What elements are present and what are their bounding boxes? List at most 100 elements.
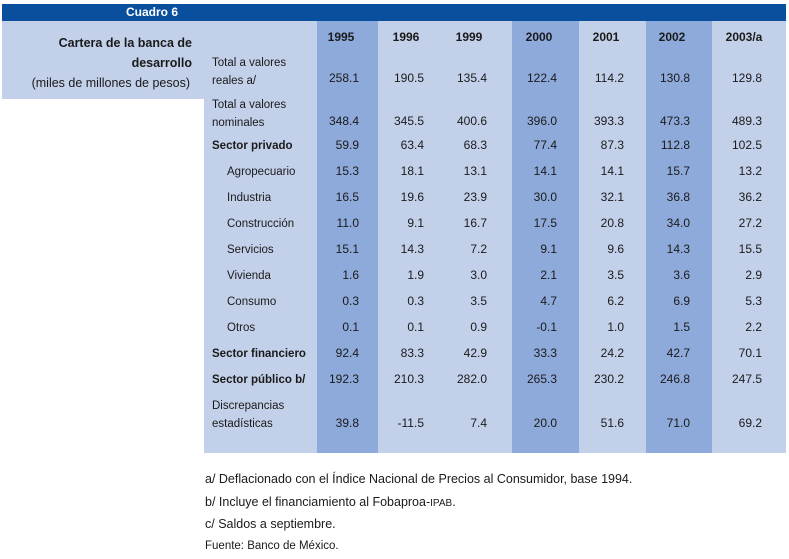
table-cell: 20.0 bbox=[533, 416, 557, 430]
table-cell: 247.5 bbox=[731, 372, 762, 386]
table-cell: 39.8 bbox=[335, 416, 359, 430]
table-cell: 0.3 bbox=[342, 294, 359, 308]
table-cell: 345.5 bbox=[393, 114, 424, 128]
table-cell: -11.5 bbox=[397, 416, 424, 430]
source-note: Fuente: Banco de México. bbox=[205, 540, 339, 552]
table-cell: 36.2 bbox=[738, 190, 762, 204]
table-cell: 129.8 bbox=[731, 71, 762, 85]
table-cell: 71.0 bbox=[666, 416, 690, 430]
table-cell: 51.6 bbox=[600, 416, 624, 430]
table-cell: 258.1 bbox=[328, 71, 359, 85]
column-header-year: 1995 bbox=[327, 30, 355, 44]
table-cell: 192.3 bbox=[328, 372, 359, 386]
row-label: Otros bbox=[227, 322, 256, 334]
table-title-box: Cartera de la banca de desarrollo (miles… bbox=[2, 21, 204, 99]
table-cell: 265.3 bbox=[526, 372, 557, 386]
table-cell: 393.3 bbox=[593, 114, 624, 128]
table-header-bar: Cuadro 6 bbox=[2, 4, 786, 21]
table-cell: 18.1 bbox=[400, 164, 424, 178]
table-cell: 489.3 bbox=[731, 114, 762, 128]
table-cell: 13.2 bbox=[738, 164, 762, 178]
table-cell: 23.9 bbox=[463, 190, 487, 204]
table-number: Cuadro 6 bbox=[126, 5, 179, 19]
table-cell: 36.8 bbox=[666, 190, 690, 204]
table-cell: 14.3 bbox=[400, 242, 424, 256]
column-header-year: 1999 bbox=[455, 30, 483, 44]
table-cell: 1.0 bbox=[607, 320, 624, 334]
row-label: Sector público b/ bbox=[212, 374, 306, 386]
table-cell: 42.7 bbox=[666, 346, 690, 360]
table-cell: 130.8 bbox=[659, 71, 690, 85]
table-cell: 16.5 bbox=[335, 190, 359, 204]
table-cell: 20.8 bbox=[600, 216, 624, 230]
row-label: Agropecuario bbox=[227, 166, 296, 178]
column-header-year: 2001 bbox=[592, 30, 620, 44]
table-cell: 87.3 bbox=[600, 138, 624, 152]
table-cell: 0.3 bbox=[407, 294, 424, 308]
table-cell: 190.5 bbox=[393, 71, 424, 85]
table-cell: 15.7 bbox=[666, 164, 690, 178]
table-cell: 63.4 bbox=[400, 138, 424, 152]
table-cell: 0.9 bbox=[470, 320, 487, 334]
table-cell: 16.7 bbox=[463, 216, 487, 230]
row-label: Construcción bbox=[227, 218, 295, 230]
table-cell: 11.0 bbox=[336, 216, 359, 230]
table-cell: 1.5 bbox=[673, 320, 690, 334]
column-header-year: 2003/a bbox=[725, 30, 763, 44]
column-header-year: 2002 bbox=[658, 30, 686, 44]
table-cell: 42.9 bbox=[463, 346, 487, 360]
table-cell: 34.0 bbox=[666, 216, 690, 230]
row-label: Total a valores bbox=[212, 99, 287, 111]
row-label: nominales bbox=[212, 117, 265, 129]
table-cell: 9.1 bbox=[540, 242, 557, 256]
row-label: Discrepancias bbox=[212, 400, 285, 412]
table-cell: 70.1 bbox=[738, 346, 762, 360]
table-cell: 5.3 bbox=[745, 294, 762, 308]
table-cell: 210.3 bbox=[393, 372, 424, 386]
table-cell: 27.2 bbox=[738, 216, 762, 230]
table-cell: 473.3 bbox=[659, 114, 690, 128]
column-band-2000 bbox=[512, 21, 579, 453]
table-cell: 14.1 bbox=[600, 164, 624, 178]
row-label: Vivienda bbox=[227, 270, 271, 282]
table-cell: 112.8 bbox=[660, 138, 690, 152]
row-label: Sector financiero bbox=[212, 348, 306, 360]
table-cell: 230.2 bbox=[593, 372, 624, 386]
table-cell: 102.5 bbox=[731, 138, 762, 152]
footnote-c: c/ Saldos a septiembre. bbox=[205, 517, 336, 531]
column-band-1995 bbox=[317, 21, 378, 453]
table-cell: 19.6 bbox=[400, 190, 424, 204]
table-cell: 3.5 bbox=[470, 294, 487, 308]
column-band-2002 bbox=[646, 21, 712, 453]
table-title-line1: Cartera de la banca de bbox=[58, 36, 192, 50]
row-label: Consumo bbox=[227, 296, 277, 308]
table-cell: 348.4 bbox=[328, 114, 359, 128]
row-label: reales a/ bbox=[212, 75, 257, 87]
table-cell: 3.6 bbox=[673, 268, 690, 282]
table-cell: 17.5 bbox=[533, 216, 557, 230]
table-cell: 15.5 bbox=[738, 242, 762, 256]
table-cell: 3.5 bbox=[607, 268, 624, 282]
table-cell: 4.7 bbox=[540, 294, 557, 308]
table-cell: 30.0 bbox=[533, 190, 557, 204]
table-cell: 1.9 bbox=[407, 268, 424, 282]
table-cell: 32.1 bbox=[600, 190, 624, 204]
table-cell: 2.9 bbox=[745, 268, 762, 282]
table-cell: 122.4 bbox=[526, 71, 557, 85]
table-cell: 9.6 bbox=[607, 242, 624, 256]
table-cell: 59.9 bbox=[335, 138, 359, 152]
footnote-b: b/ Incluye el financiamiento al Fobaproa… bbox=[205, 495, 456, 509]
row-label: Servicios bbox=[227, 244, 274, 256]
table-cell: 3.0 bbox=[470, 268, 487, 282]
table-cell: 135.4 bbox=[456, 71, 487, 85]
column-header-year: 2000 bbox=[525, 30, 553, 44]
table-cell: 396.0 bbox=[526, 114, 557, 128]
table-cell: 1.6 bbox=[342, 268, 359, 282]
table-cell: 68.3 bbox=[463, 138, 487, 152]
table-cell: 33.3 bbox=[533, 346, 557, 360]
table-cell: 83.3 bbox=[400, 346, 424, 360]
table-cell: 2.1 bbox=[540, 268, 557, 282]
table-cell: 0.1 bbox=[407, 320, 424, 334]
row-label: estadísticas bbox=[212, 418, 273, 430]
table-units: (miles de millones de pesos) bbox=[31, 76, 190, 90]
